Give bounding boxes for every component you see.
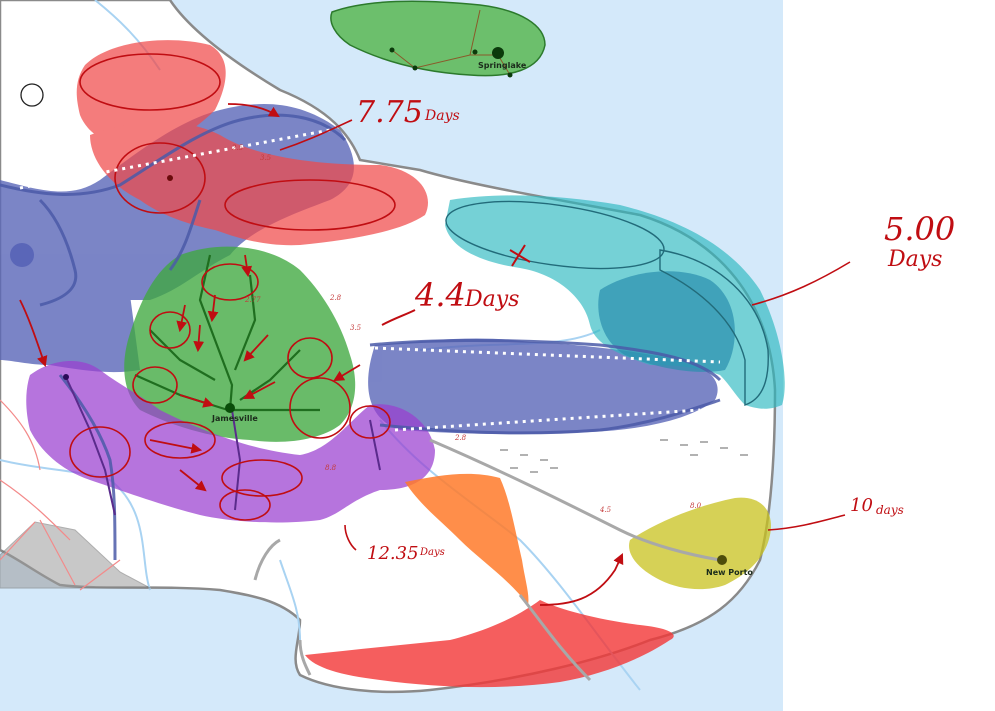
- svg-text:10: 10: [850, 495, 873, 516]
- svg-text:Days: Days: [464, 287, 519, 312]
- annotation-4-4: 4.4 Days: [381, 276, 519, 326]
- radio-toggle[interactable]: [20, 83, 44, 107]
- svg-text:2.5: 2.5: [231, 144, 244, 152]
- svg-text:Days: Days: [419, 547, 445, 558]
- svg-text:3.5: 3.5: [260, 154, 272, 162]
- teal-circles: [445, 200, 769, 406]
- label-new-porto: New Porto: [706, 568, 753, 577]
- thin-red-roads: [0, 399, 121, 591]
- svg-text:8.0: 8.0: [690, 502, 702, 510]
- building-marks: [500, 439, 748, 473]
- district-green[interactable]: [124, 246, 356, 442]
- annotation-5-00: 5.00 Days: [751, 210, 955, 306]
- springlake-node[interactable]: [492, 47, 504, 59]
- annotation-7-75: 7.75 Days: [279, 95, 460, 151]
- svg-text:Days: Days: [424, 108, 460, 124]
- red-arrows: [19, 103, 624, 606]
- red-city-node: [167, 175, 173, 181]
- svg-text:4.5: 4.5: [599, 506, 612, 514]
- road-node: [412, 65, 418, 71]
- road-node: [472, 49, 478, 55]
- svg-text:5.00: 5.00: [884, 210, 955, 248]
- district-red-south[interactable]: [305, 600, 674, 688]
- small-notes: 2.5 3.5 2.77 2.8 3.5 8.8 4.5 8.0 2.8: [231, 144, 702, 514]
- new-porto-node[interactable]: [717, 555, 727, 565]
- x-mark: [509, 244, 531, 267]
- building-dots: [19, 128, 721, 432]
- purple-city-node: [63, 374, 69, 380]
- svg-text:2.8: 2.8: [329, 294, 342, 302]
- svg-text:Days: Days: [887, 247, 942, 272]
- svg-text:2.77: 2.77: [244, 296, 261, 304]
- purple-roads: [64, 374, 381, 516]
- label-jamesville: Jamesville: [211, 414, 258, 423]
- district-orange[interactable]: [405, 473, 529, 605]
- hand-circles: [69, 53, 396, 521]
- svg-text:2.8: 2.8: [454, 434, 467, 442]
- district-red-north[interactable]: [76, 40, 428, 246]
- svg-text:7.75: 7.75: [356, 95, 423, 130]
- gray-roads: [253, 438, 721, 682]
- svg-text:12.35: 12.35: [367, 543, 419, 564]
- svg-text:8.8: 8.8: [325, 464, 337, 472]
- road-node: [507, 72, 513, 78]
- annotation-10: 10 days: [767, 495, 904, 531]
- svg-text:days: days: [876, 503, 904, 517]
- svg-text:4.4: 4.4: [414, 276, 466, 314]
- island-springlake: [330, 0, 546, 77]
- district-purple[interactable]: [26, 360, 435, 523]
- blue-dot: [10, 243, 34, 267]
- district-yellow[interactable]: [629, 497, 771, 590]
- road-node: [389, 47, 395, 53]
- label-springlake: Springlake: [478, 61, 527, 70]
- jamesville-node[interactable]: [225, 403, 235, 413]
- annotation-12-35: 12.35 Days: [344, 524, 445, 564]
- svg-text:3.5: 3.5: [350, 324, 362, 332]
